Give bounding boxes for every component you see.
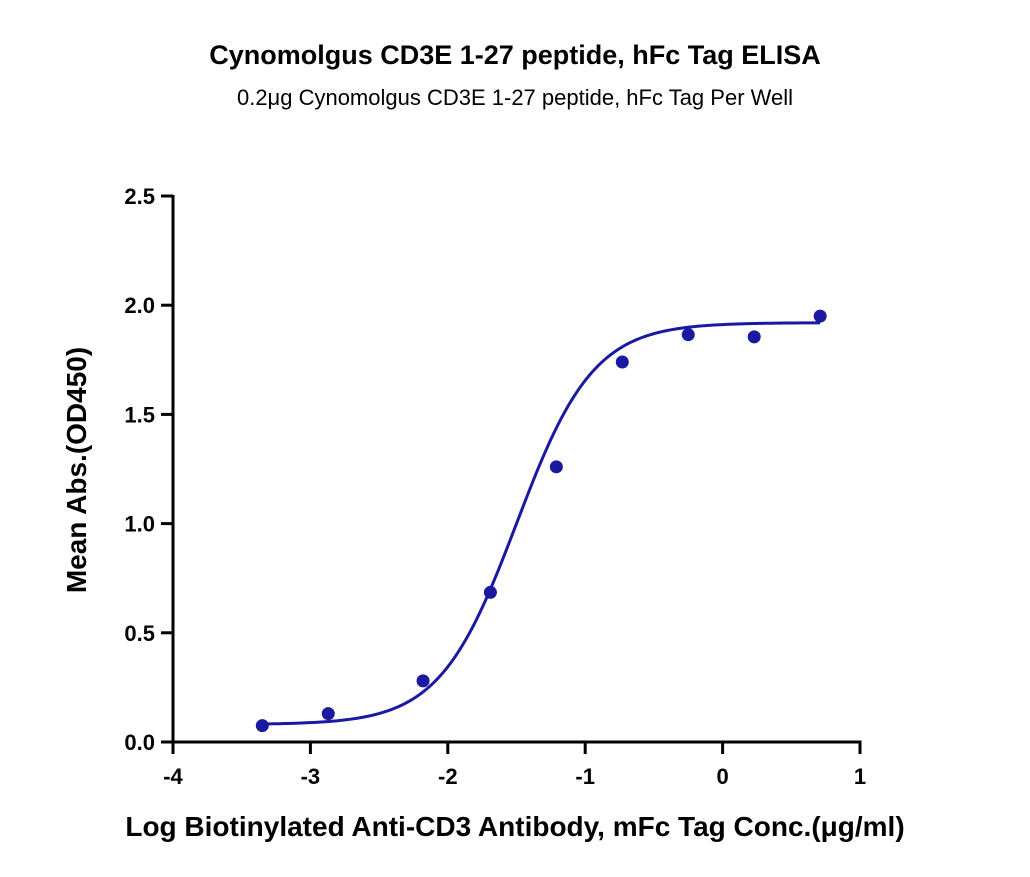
x-tick-label: 0 [716,764,728,789]
y-tick-label: 0.0 [124,730,155,755]
data-point [321,707,335,721]
y-tick-label: 0.5 [124,621,155,646]
y-tick-label: 2.5 [124,184,155,209]
data-point [813,309,827,323]
data-points [255,309,827,733]
x-tick-label: -4 [163,764,183,789]
x-tick-label: -1 [575,764,595,789]
x-tick-label: 1 [854,764,866,789]
data-point [255,719,269,733]
chart-subtitle: 0.2μg Cynomolgus CD3E 1-27 peptide, hFc … [237,85,793,110]
data-point [615,355,629,369]
data-point [549,460,563,474]
y-axis-title: Mean Abs.(OD450) [61,347,92,593]
axes [171,195,862,744]
chart-title: Cynomolgus CD3E 1-27 peptide, hFc Tag EL… [209,40,821,70]
y-tick-label: 1.0 [124,512,155,537]
data-point [747,330,761,344]
y-tick-label: 1.5 [124,402,155,427]
x-tick-label: -3 [301,764,321,789]
data-point [681,328,695,342]
data-point [483,585,497,599]
fit-curves [262,321,821,726]
x-tick-label: -2 [438,764,458,789]
x-axis-title: Log Biotinylated Anti-CD3 Antibody, mFc … [125,811,904,842]
fit-curve [262,321,821,726]
y-tick-label: 2.0 [124,293,155,318]
ticks: 0.0 0.5 1.0 1.5 2.0 2.5 -4 -3 -2 -1 0 1 [124,184,866,789]
data-point [416,674,430,688]
